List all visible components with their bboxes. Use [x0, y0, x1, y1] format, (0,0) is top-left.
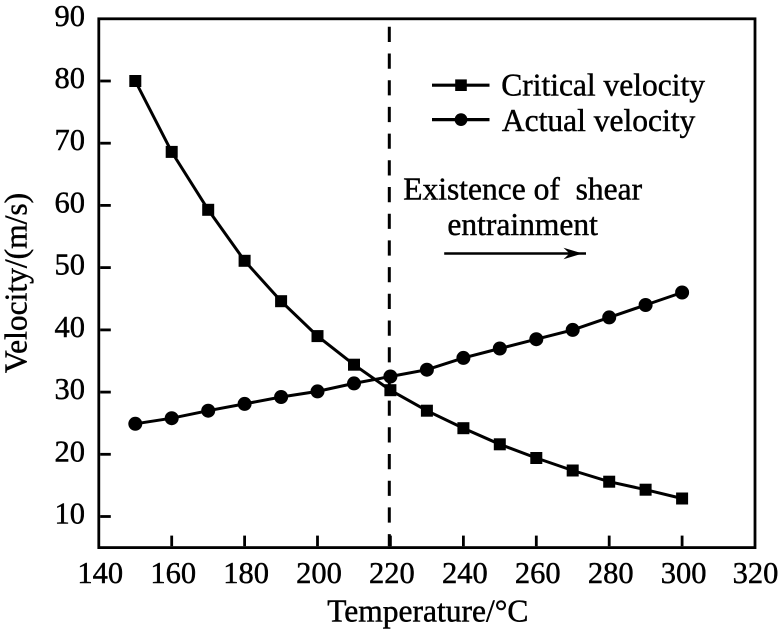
- svg-text:180: 180: [223, 556, 269, 590]
- svg-text:Velocity/(m/s): Velocity/(m/s): [0, 193, 34, 373]
- svg-text:Existence of shear: Existence of shear: [403, 172, 642, 207]
- svg-text:Actual velocity: Actual velocity: [502, 103, 696, 138]
- svg-text:300: 300: [661, 556, 707, 590]
- svg-text:70: 70: [55, 123, 86, 157]
- svg-text:260: 260: [515, 556, 561, 590]
- svg-text:10: 10: [55, 497, 86, 531]
- svg-text:320: 320: [733, 556, 779, 590]
- svg-text:160: 160: [150, 556, 196, 590]
- svg-text:Temperature/°C: Temperature/°C: [327, 594, 528, 629]
- svg-text:240: 240: [442, 556, 488, 590]
- svg-text:20: 20: [55, 434, 86, 468]
- svg-text:280: 280: [588, 556, 634, 590]
- svg-text:60: 60: [55, 185, 86, 219]
- svg-text:80: 80: [55, 61, 86, 95]
- svg-text:40: 40: [55, 310, 86, 344]
- svg-text:220: 220: [369, 556, 415, 590]
- svg-text:90: 90: [55, 0, 86, 33]
- svg-text:Critical velocity: Critical velocity: [501, 68, 705, 103]
- svg-text:200: 200: [296, 556, 342, 590]
- svg-text:entrainment: entrainment: [447, 207, 598, 242]
- svg-text:30: 30: [55, 372, 86, 406]
- svg-text:140: 140: [77, 556, 123, 590]
- svg-text:50: 50: [55, 248, 86, 282]
